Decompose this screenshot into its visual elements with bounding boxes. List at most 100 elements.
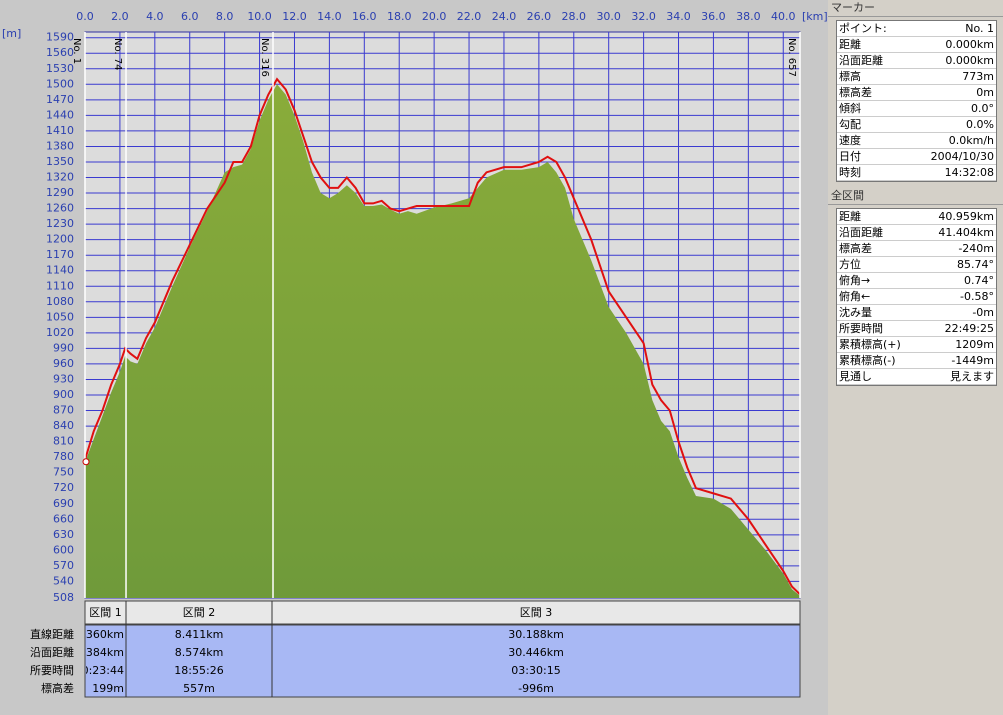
- x-tick-label: 38.0: [736, 10, 761, 23]
- info-value: 22:49:25: [944, 322, 994, 335]
- y-tick-label: 570: [53, 559, 74, 572]
- marker-label: No. 74: [112, 38, 123, 71]
- segment-value: -996m: [518, 682, 554, 695]
- y-tick-label: 840: [53, 419, 74, 432]
- x-tick-label: 40.0: [771, 10, 796, 23]
- marker-table: ポイント: No. 1 距離 0.000km 沿面距離 0.000km 標高 773m 標高差 0…: [836, 20, 997, 182]
- y-tick-label: 600: [53, 543, 74, 556]
- y-tick-label: 960: [53, 357, 74, 370]
- info-value: 2004/10/30: [930, 150, 994, 163]
- track-line: [84, 77, 801, 596]
- segment-header: 区間 2: [183, 606, 216, 619]
- info-row: 俯角← -0.58°: [837, 289, 996, 305]
- row-label: 直線距離: [30, 627, 74, 641]
- y-tick-label: 1170: [46, 248, 74, 261]
- table-body-bg: [84, 624, 801, 698]
- y-tick-label: 1590: [46, 31, 74, 44]
- segment-value: 8.411km: [175, 628, 224, 641]
- marker-label: No. 316: [259, 38, 270, 77]
- info-label: 俯角←: [839, 290, 871, 303]
- info-row: 距離 40.959km: [837, 209, 996, 225]
- info-label: 方位: [839, 258, 861, 271]
- info-value: 0.0%: [966, 118, 994, 131]
- info-value: 0m: [976, 86, 994, 99]
- x-tick-label: 4.0: [146, 10, 164, 23]
- info-value: 0.0km/h: [948, 134, 994, 147]
- y-tick-label: 810: [53, 435, 74, 448]
- x-tick-label: 18.0: [387, 10, 412, 23]
- info-label: 傾斜: [839, 102, 861, 115]
- x-tick-label: 22.0: [457, 10, 482, 23]
- segment-header: 区間 1: [89, 606, 122, 619]
- info-row: 速度 0.0km/h: [837, 133, 996, 149]
- info-label: 累積標高(+): [839, 338, 901, 351]
- marker-title: マーカー: [828, 0, 1003, 17]
- info-row: ポイント: No. 1: [837, 21, 996, 37]
- y-tick-label: 508: [53, 591, 74, 604]
- info-label: 時刻: [839, 166, 861, 179]
- x-tick-label: 12.0: [282, 10, 307, 23]
- x-tick-label: 6.0: [181, 10, 199, 23]
- y-tick-label: 1290: [46, 186, 74, 199]
- y-tick-label: 900: [53, 388, 74, 401]
- info-value: 0.000km: [945, 38, 994, 51]
- info-row: 見通し 見えます: [837, 369, 996, 385]
- x-tick-label: 20.0: [422, 10, 447, 23]
- x-tick-label: 26.0: [527, 10, 552, 23]
- info-row: 俯角→ 0.74°: [837, 273, 996, 289]
- y-unit: [m]: [2, 27, 21, 40]
- x-tick-label: 16.0: [352, 10, 377, 23]
- info-label: 速度: [839, 134, 861, 147]
- info-value: 40.959km: [938, 210, 994, 223]
- row-label: 所要時間: [30, 664, 74, 677]
- y-tick-label: 990: [53, 341, 74, 354]
- y-tick-label: 1080: [46, 295, 74, 308]
- info-row: 標高差 0m: [837, 85, 996, 101]
- info-value: 14:32:08: [944, 166, 994, 179]
- info-value: -1449m: [951, 354, 994, 367]
- segment-value: 30.446km: [508, 646, 564, 659]
- y-tick-label: 540: [53, 574, 74, 587]
- x-tick-label: 10.0: [247, 10, 272, 23]
- row-label: 沿面距離: [30, 645, 74, 659]
- info-value: No. 1: [965, 22, 994, 35]
- info-label: 標高差: [839, 86, 872, 99]
- row-label: 標高差: [41, 681, 74, 695]
- info-label: 見通し: [839, 370, 872, 383]
- info-value: -0.58°: [960, 290, 994, 303]
- info-value: 85.74°: [957, 258, 994, 271]
- y-tick-label: 1050: [46, 310, 74, 323]
- y-tick-label: 1470: [46, 93, 74, 106]
- info-value: -0m: [972, 306, 994, 319]
- info-value: 見えます: [950, 370, 994, 383]
- info-row: 累積標高(-) -1449m: [837, 353, 996, 369]
- info-row: 沿面距離 41.404km: [837, 225, 996, 241]
- info-label: 勾配: [839, 118, 861, 131]
- y-tick-label: 630: [53, 528, 74, 541]
- chart: 508 540 570 600 630 660 690 720 750 780 810 840 870 9…: [2, 10, 828, 698]
- y-tick-label: 690: [53, 497, 74, 510]
- info-row: 日付 2004/10/30: [837, 149, 996, 165]
- x-tick-label: 30.0: [596, 10, 621, 23]
- y-tick-label: 1350: [46, 155, 74, 168]
- y-tick-label: 1140: [46, 264, 74, 277]
- y-tick-label: 870: [53, 404, 74, 417]
- info-label: 距離: [839, 210, 861, 223]
- x-unit: [km]: [802, 10, 828, 23]
- info-value: 0.74°: [964, 274, 994, 287]
- x-tick-label: 2.0: [111, 10, 129, 23]
- y-tick-label: 1410: [46, 124, 74, 137]
- y-tick-label: 1440: [46, 108, 74, 121]
- info-value: 0.0°: [971, 102, 994, 115]
- info-label: 俯角→: [839, 274, 871, 287]
- info-row: 沈み量 -0m: [837, 305, 996, 321]
- info-row: 傾斜 0.0°: [837, 101, 996, 117]
- segment-value: 0:23:44: [82, 664, 124, 677]
- x-tick-label: 32.0: [631, 10, 656, 23]
- x-tick-label: 0.0: [76, 10, 94, 23]
- total-table: 距離 40.959km 沿面距離 41.404km 標高差 -240m 方位 85.74° 俯角…: [836, 208, 997, 386]
- total-title: 全区間: [828, 188, 1003, 205]
- terrain-area: [85, 84, 800, 598]
- y-tick-label: 1530: [46, 62, 74, 75]
- info-label: 沿面距離: [839, 54, 883, 67]
